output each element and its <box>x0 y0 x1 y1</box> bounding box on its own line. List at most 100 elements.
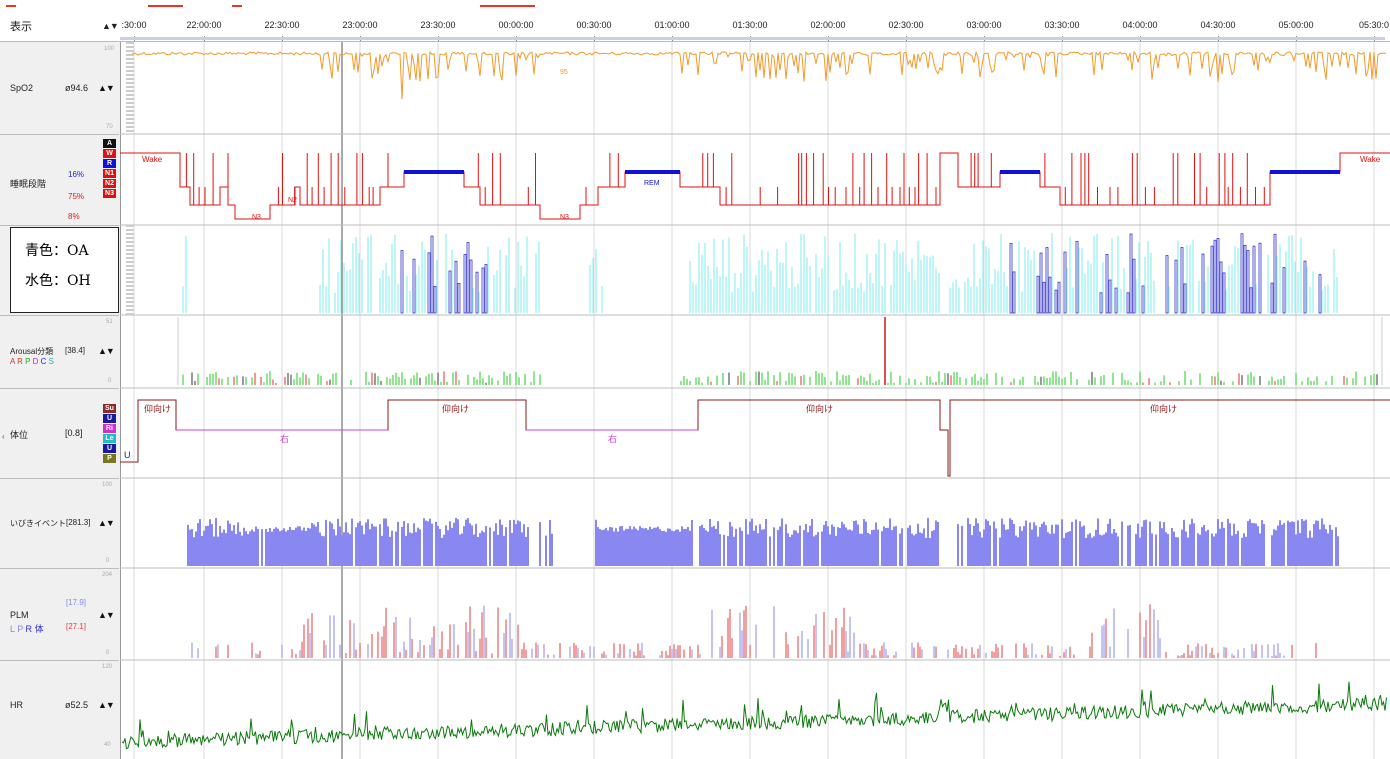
spo2-name: SpO2 <box>10 83 34 93</box>
spo2-scale-top: 100 <box>104 46 115 52</box>
channel-label-panel: SpO2 ø94.6 ▲▼ 100 70 睡眠段階 16% 75% 8% A W… <box>0 42 121 759</box>
apnea-oa-bar <box>469 259 473 314</box>
signal-plot-area[interactable]: 95 Wake N3 N2 REM N3 Wake U 仰向け 右 仰向け 右 … <box>120 42 1390 759</box>
apnea-oa-bar <box>1105 254 1109 314</box>
spo2-mid-label: 95 <box>560 69 568 76</box>
hr-scale-top: 120 <box>102 664 113 670</box>
position-label-u: U <box>124 450 131 460</box>
apnea-oa-bar <box>1213 239 1217 314</box>
time-tick: 01:30:00 <box>732 20 768 30</box>
apnea-oa-bar <box>1252 245 1256 314</box>
time-scrollbar[interactable] <box>120 37 1385 40</box>
apnea-oa-bar <box>1063 251 1067 314</box>
time-tick: 22:30:00 <box>264 20 300 30</box>
spo2-scale-bottom: 70 <box>106 124 113 130</box>
apnea-oa-bar <box>1246 250 1250 314</box>
position-label-right-1: 右 <box>280 433 289 444</box>
position-label-supine-4: 仰向け <box>1150 403 1177 414</box>
lane-label-spo2[interactable]: SpO2 ø94.6 ▲▼ 100 70 <box>0 42 119 135</box>
stage-legend-r: R <box>103 159 116 168</box>
arousal-scale-bottom: 0 <box>108 378 112 384</box>
lane-label-plm[interactable]: [17.9] PLM ▲▼ L P R 体 [27.1] 204 0 <box>0 568 119 661</box>
plm-events <box>191 604 1317 658</box>
stage-legend-n1: N1 <box>103 169 116 178</box>
lane-label-apnea[interactable] <box>0 225 119 316</box>
snore-scale-top: 100 <box>102 482 113 488</box>
apnea-oa-bar <box>1216 238 1220 314</box>
snore-name: いびきイベント <box>10 519 66 528</box>
stage-n3-pct: 8% <box>68 212 80 221</box>
hr-name: HR <box>10 700 23 710</box>
lane-label-sleep-stage[interactable]: 睡眠段階 16% 75% 8% A W R N1 N2 N3 <box>0 134 119 226</box>
display-label[interactable]: 表示 <box>10 21 32 33</box>
plm-updown-icon[interactable]: ▲▼ <box>98 610 115 620</box>
hypnogram-line <box>120 152 1390 220</box>
position-value: [0.8] <box>65 428 83 438</box>
hr-trace <box>121 681 1387 750</box>
time-tick: 05:30:0 <box>1358 20 1390 30</box>
hr-line <box>121 681 1387 750</box>
stage-label-wake-end: Wake <box>1360 155 1381 164</box>
apnea-oa-bar <box>1318 274 1322 314</box>
pos-legend-u: U <box>103 414 116 423</box>
sleep-stage-name: 睡眠段階 <box>10 179 47 189</box>
apnea-oa-bar <box>1099 292 1103 314</box>
apnea-oa-bar <box>1258 242 1262 314</box>
apnea-oa-bar <box>1132 258 1136 314</box>
arousal-updown-icon[interactable]: ▲▼ <box>98 346 115 356</box>
plm-sub-letters: L P R 体 <box>10 624 44 634</box>
time-tick: 05:00:00 <box>1278 20 1314 30</box>
marker <box>232 5 242 7</box>
apnea-oa-bar <box>433 285 437 314</box>
plm-scale-top: 204 <box>102 572 113 578</box>
time-tick: 23:00:00 <box>342 20 378 30</box>
stage-label-n3: N3 <box>252 214 261 221</box>
position-supine-line <box>148 399 1390 477</box>
position-label-supine-3: 仰向け <box>806 403 833 414</box>
apnea-oa-bar <box>1243 244 1247 314</box>
apnea-oa-bar <box>454 260 458 314</box>
plm-value-r: [27.1] <box>66 622 87 631</box>
stage-legend-n2: N2 <box>103 179 116 188</box>
position-label-supine-2: 仰向け <box>442 403 469 414</box>
collapse-arrow-icon[interactable]: ‹ <box>2 432 5 441</box>
apnea-oa-bar <box>1222 272 1226 314</box>
apnea-oa-bar <box>412 258 416 314</box>
pos-legend-u2: U <box>103 444 116 453</box>
apnea-oa-bar <box>1240 233 1244 314</box>
position-name: 体位 <box>10 430 29 440</box>
lane-label-arousal[interactable]: Arousal分類 [38.4] ▲▼ A R P D C S 51 0 <box>0 315 119 389</box>
sleep-stage-hypnogram <box>120 152 1390 220</box>
zoom-updown-icon[interactable]: ▲▼ <box>102 21 119 31</box>
spo2-line <box>131 50 1386 100</box>
position-legend: Su U Ri Le U P <box>103 404 116 464</box>
snore-events <box>187 518 1339 566</box>
apnea-oa-bar <box>1039 252 1043 314</box>
spo2-updown-icon[interactable]: ▲▼ <box>98 83 115 93</box>
time-tick: 04:30:00 <box>1200 20 1236 30</box>
apnea-oa-bar <box>1054 289 1058 314</box>
legend-oh: 水色：OH <box>25 273 91 289</box>
snore-updown-icon[interactable]: ▲▼ <box>98 518 115 528</box>
apnea-oa-bar <box>1273 233 1277 314</box>
apnea-oa-bar <box>1048 276 1052 314</box>
apnea-color-legend: 青色：OA 水色：OH <box>10 227 119 313</box>
arousal-scale-top: 51 <box>106 319 113 325</box>
marker <box>6 5 16 7</box>
hr-updown-icon[interactable]: ▲▼ <box>98 700 115 710</box>
apnea-oa-bar <box>1057 281 1061 314</box>
apnea-oa-bar <box>1012 271 1016 314</box>
stage-n-pct: 75% <box>68 192 85 201</box>
snore-scale-bottom: 0 <box>106 558 110 564</box>
stage-legend-w: W <box>103 149 116 158</box>
stage-legend-n3: N3 <box>103 189 116 198</box>
spo2-trace <box>131 50 1386 100</box>
apnea-oa-bar <box>1075 241 1079 314</box>
apnea-oa-bar <box>466 242 470 314</box>
apnea-oa-bar <box>1042 281 1046 314</box>
plm-name: PLM <box>10 610 29 620</box>
lane-label-position[interactable]: 体位 [0.8] Su U Ri Le U P <box>0 388 119 479</box>
lane-label-hr[interactable]: HR ø52.5 ▲▼ 120 40 <box>0 660 119 759</box>
legend-oa: 青色：OA <box>25 243 89 259</box>
lane-label-snore[interactable]: いびきイベント [281.3] ▲▼ 100 0 <box>0 478 119 569</box>
